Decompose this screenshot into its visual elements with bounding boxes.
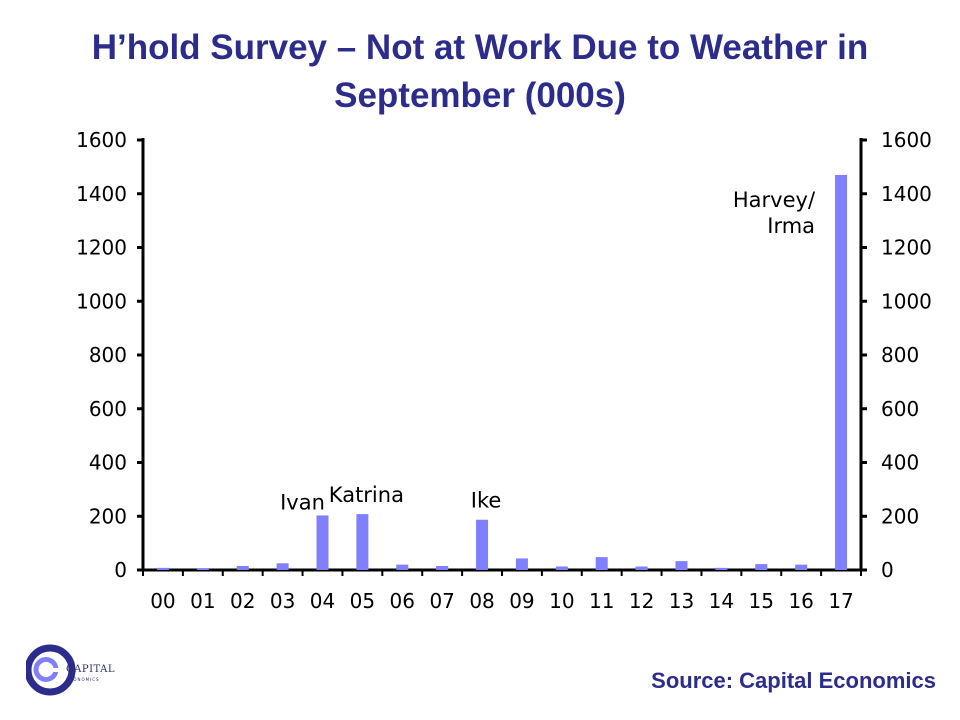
logo-wordmark: CAPITAL bbox=[66, 664, 116, 675]
y-tick-label-left: 1200 bbox=[76, 236, 127, 260]
y-tick-label-right: 800 bbox=[881, 343, 919, 367]
x-tick-label: 15 bbox=[749, 589, 774, 613]
y-tick-label-right: 1200 bbox=[881, 236, 932, 260]
y-tick-label-left: 0 bbox=[114, 558, 127, 582]
x-tick-label: 13 bbox=[669, 589, 694, 613]
annotation-label: Katrina bbox=[329, 483, 404, 507]
bar-04 bbox=[316, 515, 329, 570]
chart-title-line-1: H’hold Survey – Not at Work Due to Weath… bbox=[91, 28, 869, 67]
bar-06 bbox=[396, 564, 409, 570]
annotation-label: Harvey/ bbox=[733, 188, 816, 212]
logo-subtitle: ECONOMICS bbox=[66, 677, 100, 682]
y-tick-label-left: 800 bbox=[89, 343, 127, 367]
x-tick-label: 09 bbox=[509, 589, 534, 613]
x-tick-label: 12 bbox=[629, 589, 654, 613]
y-tick-label-right: 1600 bbox=[881, 128, 932, 152]
x-tick-label: 00 bbox=[150, 589, 175, 613]
bar-03 bbox=[276, 563, 289, 570]
bar-14 bbox=[715, 567, 728, 570]
x-tick-label: 11 bbox=[589, 589, 614, 613]
y-tick-label-right: 1000 bbox=[881, 289, 932, 313]
x-tick-label: 17 bbox=[828, 589, 853, 613]
bar-12 bbox=[635, 566, 648, 570]
y-tick-label-left: 1400 bbox=[76, 182, 127, 206]
x-tick-label: 10 bbox=[549, 589, 574, 613]
x-tick-label: 08 bbox=[469, 589, 494, 613]
x-tick-label: 16 bbox=[788, 589, 813, 613]
chart-title: H’hold Survey – Not at Work Due to Weath… bbox=[20, 24, 940, 120]
bar-13 bbox=[675, 561, 688, 570]
source-note: Source: Capital Economics bbox=[651, 668, 936, 693]
x-tick-label: 05 bbox=[350, 589, 375, 613]
y-tick-label-left: 400 bbox=[89, 451, 127, 475]
bar-10 bbox=[555, 566, 568, 570]
y-tick-label-left: 1000 bbox=[76, 289, 127, 313]
capital-economics-logo-icon bbox=[26, 644, 76, 696]
chart-title-line-2: September (000s) bbox=[334, 76, 626, 115]
y-tick-label-right: 600 bbox=[881, 397, 919, 421]
bar-17 bbox=[835, 174, 848, 570]
x-tick-label: 04 bbox=[310, 589, 335, 613]
y-tick-label-left: 600 bbox=[89, 397, 127, 421]
y-tick-label-right: 1400 bbox=[881, 182, 932, 206]
x-tick-label: 06 bbox=[390, 589, 415, 613]
x-tick-label: 01 bbox=[190, 589, 215, 613]
x-tick-label: 14 bbox=[709, 589, 734, 613]
bar-05 bbox=[356, 514, 369, 570]
bar-15 bbox=[755, 564, 768, 570]
y-tick-label-left: 1600 bbox=[76, 128, 127, 152]
bar-00 bbox=[156, 567, 169, 570]
y-tick-label-right: 200 bbox=[881, 504, 919, 528]
bar-02 bbox=[236, 565, 249, 570]
bar-01 bbox=[196, 568, 209, 570]
bar-11 bbox=[595, 557, 608, 570]
annotation-label: Ivan bbox=[280, 490, 325, 514]
y-tick-label-right: 400 bbox=[881, 451, 919, 475]
bar-08 bbox=[476, 519, 489, 570]
bar-09 bbox=[515, 558, 528, 570]
bar-16 bbox=[795, 564, 808, 570]
x-tick-label: 03 bbox=[270, 589, 295, 613]
bar-07 bbox=[436, 565, 449, 570]
y-tick-label-left: 200 bbox=[89, 504, 127, 528]
y-tick-label-right: 0 bbox=[881, 558, 894, 582]
annotation-label: Irma bbox=[767, 214, 815, 238]
x-tick-label: 07 bbox=[429, 589, 454, 613]
annotation-label: Ike bbox=[471, 489, 502, 513]
x-tick-label: 02 bbox=[230, 589, 255, 613]
